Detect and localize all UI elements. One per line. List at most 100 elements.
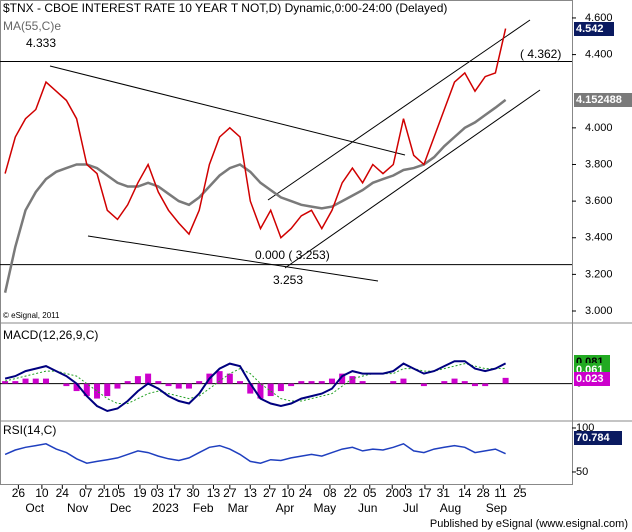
x-tick-label: 10 [281,486,295,500]
last-value-label: 0.023 [576,373,604,385]
histogram-bar [185,383,192,389]
x-tick-label: 24 [299,486,313,500]
x-tick-label: 30 [186,486,200,500]
rsi-label: RSI(14,C) [3,423,56,437]
x-tick-label: 08 [323,486,337,500]
x-tick-label: 03 [399,486,413,500]
x-tick-label: 03 [151,486,165,500]
trendline [49,65,406,156]
month-label: Nov [67,501,88,515]
histogram-bar [145,373,152,384]
histogram-bar [247,383,254,394]
macd-line [4,360,507,413]
peak-label: 4.333 [26,36,56,50]
trendline [267,19,531,201]
macd-label: MACD(12,26,9,C) [3,328,98,342]
histogram-bar [216,371,223,384]
histogram-bar [400,378,407,384]
month-label: 2023 [152,501,179,515]
last-value-label: 4.152488 [576,94,622,106]
y-tick-label: 4.600 [585,12,613,24]
month-label: Sep [486,501,508,515]
month-label: Jun [358,501,377,515]
last-value-box [574,372,610,386]
x-tick-label: 05 [112,486,126,500]
x-tick-label: 27 [263,486,277,500]
month-label: Aug [440,501,461,515]
month-label: May [313,501,336,515]
y-tick-label: 3.800 [585,158,613,170]
last-value-label: 4.542 [576,23,604,35]
histogram-bar [226,373,233,384]
x-tick-label: 13 [244,486,258,500]
last-value-box [574,431,622,445]
histogram-bar [390,381,397,384]
histogram-bar [288,383,295,387]
histogram-bar [441,381,448,384]
histogram-bar [32,378,39,384]
x-tick-label: 14 [458,486,472,500]
chart-title: $TNX - CBOE INTEREST RATE 10 YEAR T NOT,… [3,1,447,15]
x-tick-label: 07 [79,486,93,500]
x-tick-label: 28 [476,486,490,500]
month-label: Jul [403,501,418,515]
trendline [87,235,379,282]
low-value-label: 3.253 [273,273,303,287]
last-value-box [574,93,632,107]
month-label: Mar [228,501,249,515]
x-tick-label: 20 [386,486,400,500]
x-tick-label: 17 [168,486,182,500]
histogram-bar [134,376,141,384]
histogram-bar [502,377,509,384]
y-tick-label: 4.400 [585,48,613,60]
histogram-bar [63,383,70,387]
histogram-bar [175,383,182,389]
last-value-label: 70.784 [576,432,611,444]
x-tick-label: 10 [35,486,49,500]
last-value-box [574,22,614,36]
plot-frame [0,0,573,485]
month-label: Apr [276,501,295,515]
price-line [4,28,507,239]
y-tick-label: 3.400 [585,232,613,244]
histogram-bar [359,381,366,384]
histogram-bar [104,383,111,397]
histogram-bar [349,376,356,384]
x-tick-label: 26 [12,486,26,500]
histogram-bar [22,378,29,384]
histogram-bar [42,378,49,384]
x-tick-label: 31 [437,486,451,500]
histogram-bar [83,383,90,397]
x-tick-label: 17 [418,486,432,500]
histogram-bar [196,381,203,384]
x-tick-label: 25 [513,486,527,500]
histogram-bar [461,381,468,384]
histogram-bar [339,373,346,384]
y-tick-label: 100 [576,422,594,434]
trendlines [49,19,541,282]
month-label: Oct [25,501,44,515]
histogram-bar [328,378,335,384]
x-tick-label: 27 [223,486,237,500]
histogram-bar [267,383,274,397]
low-label: 0.000 ( 3.253) [255,248,330,262]
ma-label: MA(55,C)e [3,19,61,33]
y-tick-label: 3.600 [585,195,613,207]
trendline [284,89,541,269]
x-tick-label: 24 [56,486,70,500]
month-label: Feb [193,501,214,515]
histogram-bar [73,383,80,392]
month-label: Dec [110,501,131,515]
histogram-bar [94,383,101,399]
histogram-bar [155,381,162,384]
x-tick-label: 21 [98,486,112,500]
signal-line [4,363,506,404]
histogram-bar [124,381,131,384]
y-tick-label: 3.200 [585,268,613,280]
histogram-bar [277,383,284,392]
y-tick-label: 50 [576,466,588,478]
histogram-bar [318,381,325,384]
y-tick-label: 3.000 [585,305,613,317]
x-tick-label: 13 [207,486,221,500]
